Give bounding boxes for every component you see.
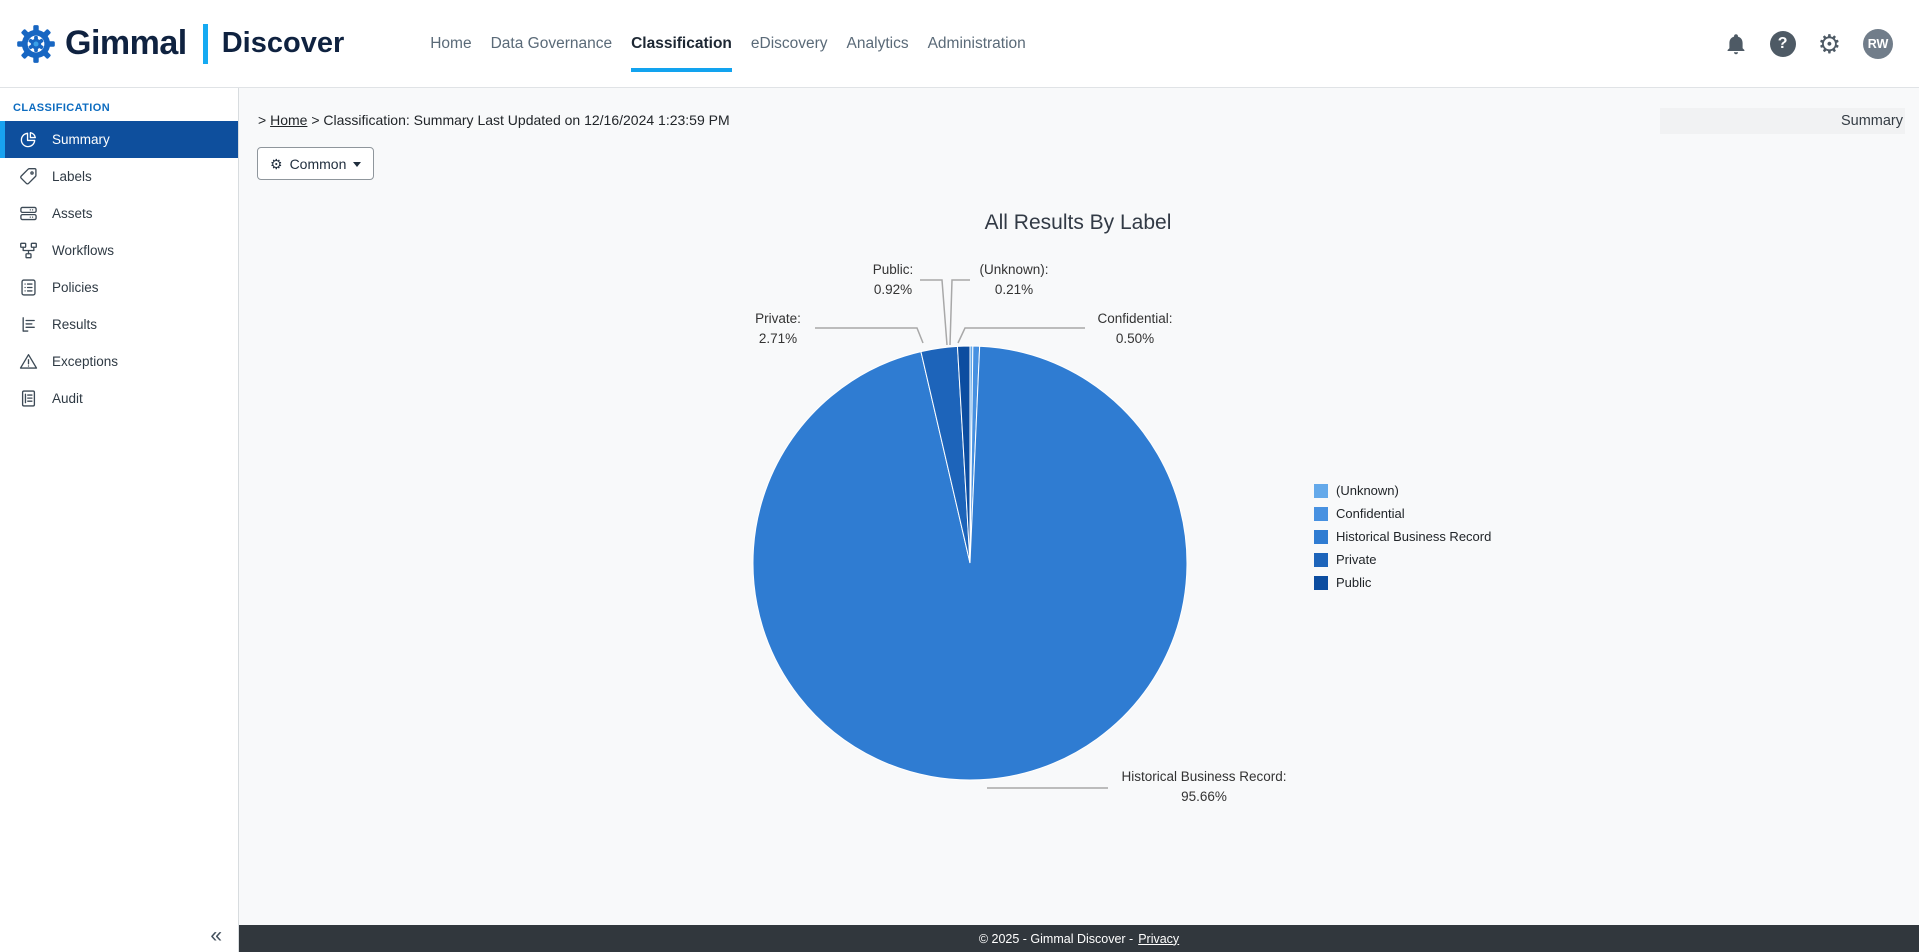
nav-ediscovery[interactable]: eDiscovery [750, 34, 828, 52]
slice-label-unknown: (Unknown): 0.21% [979, 262, 1049, 297]
sidebar-item-label: Workflows [52, 243, 115, 258]
legend-label: Confidential [1336, 506, 1405, 521]
settings-gear-icon[interactable]: ⚙ [1817, 28, 1841, 59]
legend-item-unknown[interactable]: (Unknown) [1314, 483, 1491, 498]
brand-product: Discover [221, 27, 345, 59]
slice-label-private: Private: 2.71% [755, 311, 801, 346]
nav-data-governance[interactable]: Data Governance [490, 34, 613, 52]
sidebar-items: Summary Labels Assets Workflows Policies Resu… [0, 121, 238, 417]
user-avatar[interactable]: RW [1863, 28, 1893, 59]
sidebar-item-label: Labels [52, 169, 92, 184]
primary-nav: Home Data Governance Classification eDiscov… [430, 29, 1026, 72]
connector-private [815, 327, 924, 344]
server-icon [19, 204, 38, 223]
pie-chart-icon [19, 130, 38, 149]
legend-label: (Unknown) [1336, 483, 1399, 498]
breadcrumb-sep: > [258, 112, 267, 128]
brand-name: Gimmal [65, 24, 187, 62]
legend-label: Private [1336, 552, 1377, 567]
legend-swatch [1314, 552, 1328, 567]
sidebar-item-label: Results [52, 317, 98, 332]
topbar-right: ? ⚙ RW [1724, 28, 1893, 59]
main-content: > Home > Classification: Summary Last Up… [239, 88, 1919, 952]
sidebar-item-label: Policies [52, 280, 99, 295]
sidebar-item-workflows[interactable]: Workflows [0, 232, 238, 269]
legend-item-historical-business-record[interactable]: Historical Business Record [1314, 529, 1491, 544]
legend-item-confidential[interactable]: Confidential [1314, 506, 1491, 521]
chart-legend: (Unknown) Confidential Historical Business… [1314, 483, 1491, 598]
breadcrumb-home-link[interactable]: Home [270, 112, 308, 128]
pie-chart [752, 345, 1188, 781]
sidebar-item-exceptions[interactable]: Exceptions [0, 343, 238, 380]
legend-swatch [1314, 575, 1328, 590]
connector-public [920, 279, 948, 346]
legend-swatch [1314, 529, 1328, 544]
common-dropdown-button[interactable]: ⚙ Common [257, 147, 375, 180]
sidebar-item-label: Summary [52, 132, 110, 147]
common-button-label: Common [289, 155, 347, 172]
chart-title: All Results By Label [984, 211, 1172, 234]
legend-swatch [1314, 483, 1328, 498]
slice-label-public: Public: 0.92% [872, 262, 914, 297]
legend-item-public[interactable]: Public [1314, 575, 1491, 590]
nav-administration[interactable]: Administration [927, 34, 1026, 52]
sidebar-item-summary[interactable]: Summary [0, 121, 238, 158]
help-icon[interactable]: ? [1769, 30, 1796, 57]
sidebar-item-labels[interactable]: Labels [0, 158, 238, 195]
footer-privacy-link[interactable]: Privacy [1138, 931, 1180, 946]
sidebar-item-results[interactable]: Results [0, 306, 238, 343]
sidebar: CLASSIFICATION Summary Labels Assets Workfl… [0, 88, 239, 952]
pie-slice-public[interactable] [956, 345, 971, 564]
legend-label: Historical Business Record [1336, 529, 1492, 544]
sidebar-item-label: Audit [52, 391, 83, 406]
legend-swatch [1314, 506, 1328, 521]
brand-logo[interactable]: Gimmal Discover [13, 21, 344, 67]
warning-triangle-icon [19, 352, 38, 371]
audit-doc-icon [19, 389, 38, 408]
nav-home[interactable]: Home [430, 34, 472, 52]
sidebar-section-title: CLASSIFICATION [13, 102, 111, 114]
nav-analytics[interactable]: Analytics [846, 34, 909, 52]
page-label: Summary [1840, 113, 1903, 129]
sidebar-collapse-icon[interactable]: « [210, 924, 222, 947]
legend-item-private[interactable]: Private [1314, 552, 1491, 567]
common-gear-icon: ⚙ [270, 155, 283, 172]
sidebar-item-label: Assets [52, 206, 93, 221]
page-label-band: Summary [1660, 108, 1905, 134]
breadcrumb-text: Classification: Summary Last Updated on … [323, 112, 730, 128]
tag-icon [19, 167, 38, 186]
brand-divider [202, 23, 208, 64]
notifications-bell-icon[interactable] [1724, 32, 1748, 56]
chevron-down-icon [353, 161, 362, 167]
breadcrumb: > Home > Classification: Summary Last Up… [258, 112, 730, 128]
workflow-icon [19, 241, 38, 260]
sidebar-item-policies[interactable]: Policies [0, 269, 238, 306]
connector-confidential [957, 327, 1085, 344]
nav-classification[interactable]: Classification [631, 29, 732, 72]
top-bar: Gimmal Discover Home Data Governance Class… [0, 0, 1919, 88]
pie-chart-area: All Results By Label (Unknown): 0.21% Conf… [239, 185, 1919, 925]
sidebar-item-assets[interactable]: Assets [0, 195, 238, 232]
slice-label-historical-business-record: Historical Business Record: 95.66% [1121, 769, 1287, 804]
sidebar-item-label: Exceptions [52, 354, 119, 369]
pie-slice-historical-business-record[interactable] [752, 345, 1188, 781]
legend-label: Public [1336, 575, 1372, 590]
connector-unknown [949, 279, 970, 346]
breadcrumb-sep2: > [311, 112, 320, 128]
footer: © 2025 - Gimmal Discover - Privacy [239, 925, 1919, 952]
gimmal-gear-logo-icon [17, 24, 55, 63]
footer-copyright: © 2025 - Gimmal Discover - [978, 931, 1134, 946]
results-list-icon [19, 315, 38, 334]
policy-list-icon [19, 278, 38, 297]
slice-label-confidential: Confidential: 0.50% [1097, 311, 1173, 346]
sidebar-item-audit[interactable]: Audit [0, 380, 238, 417]
